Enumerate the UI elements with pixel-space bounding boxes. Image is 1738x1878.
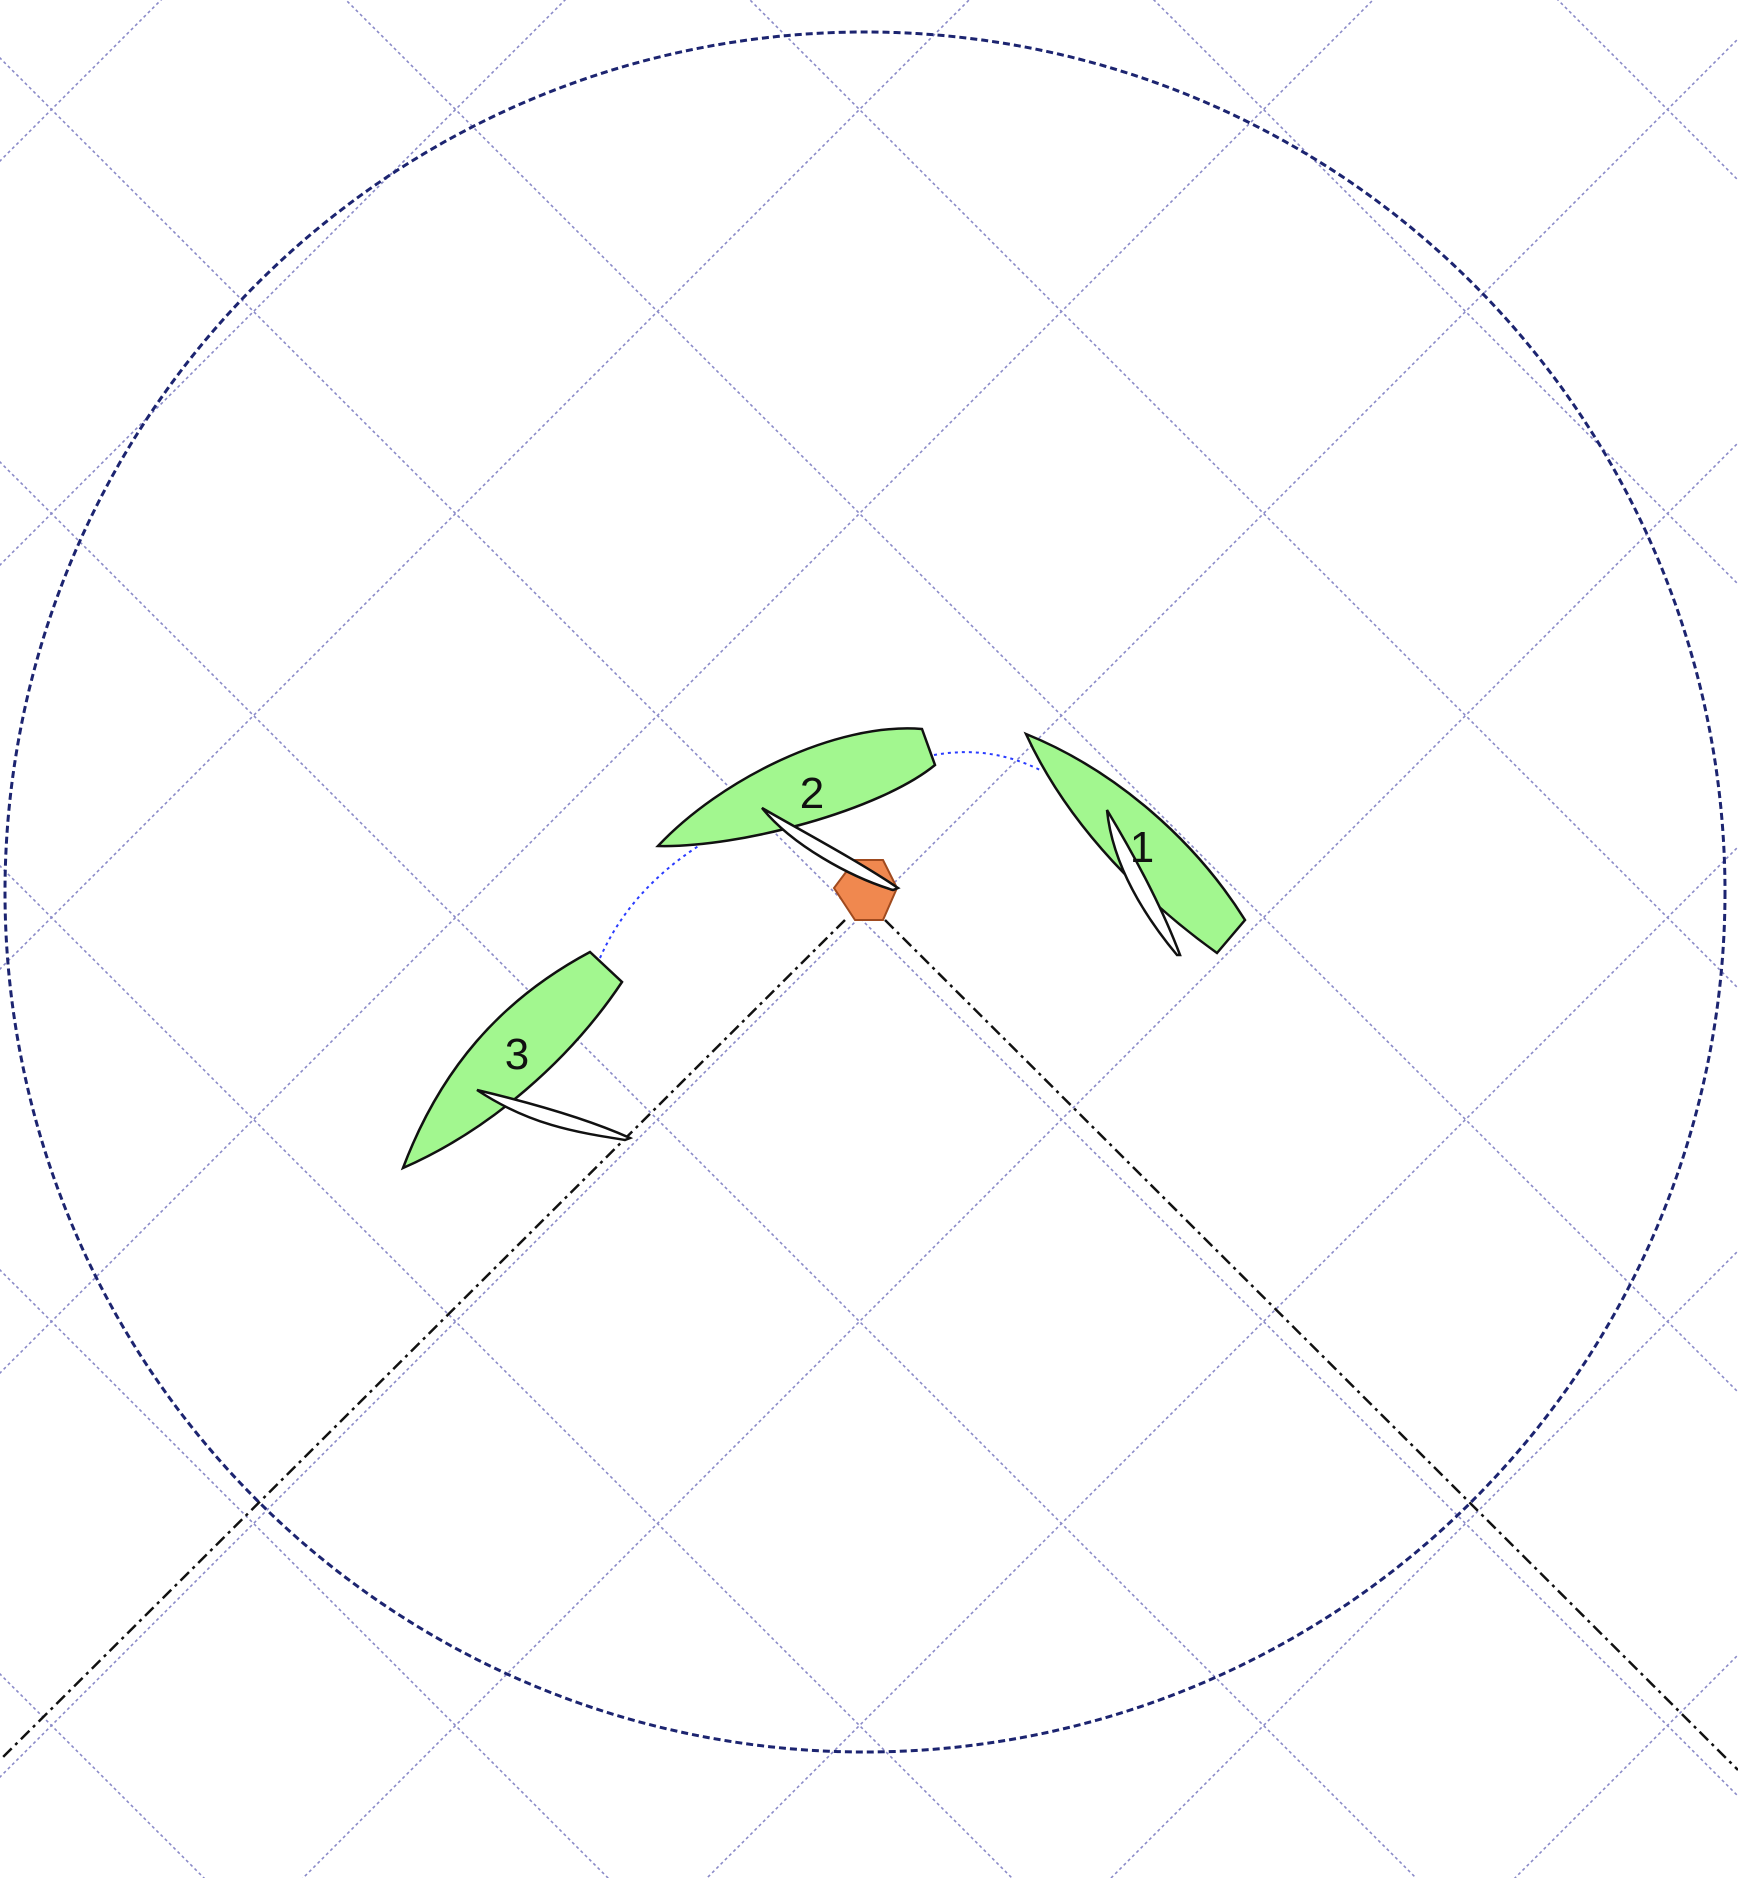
buoy-icon: [832, 859, 899, 921]
boat-number: 1: [1130, 823, 1154, 872]
boat-sail: [761, 806, 901, 892]
boat-sail: [476, 1088, 634, 1142]
boat-track: [599, 751, 1041, 959]
track-segment-3-2: [599, 844, 701, 959]
boat-sail: [1105, 809, 1182, 957]
laylines: [0, 919, 1738, 1771]
boat-1[interactable]: 1: [1023, 731, 1247, 957]
port-layline: [0, 919, 846, 1761]
boat-hull: [1023, 731, 1247, 955]
zone-circle: [3, 30, 1727, 1754]
mark-buoy[interactable]: [832, 859, 899, 921]
boat-hull: [655, 727, 937, 848]
boat-3[interactable]: 3: [400, 950, 634, 1171]
starboard-layline: [884, 919, 1738, 1771]
boat-number: 3: [505, 1030, 529, 1079]
boat-2[interactable]: 2: [655, 727, 937, 892]
boat-number: 2: [800, 769, 824, 818]
boat-hull: [400, 950, 624, 1171]
